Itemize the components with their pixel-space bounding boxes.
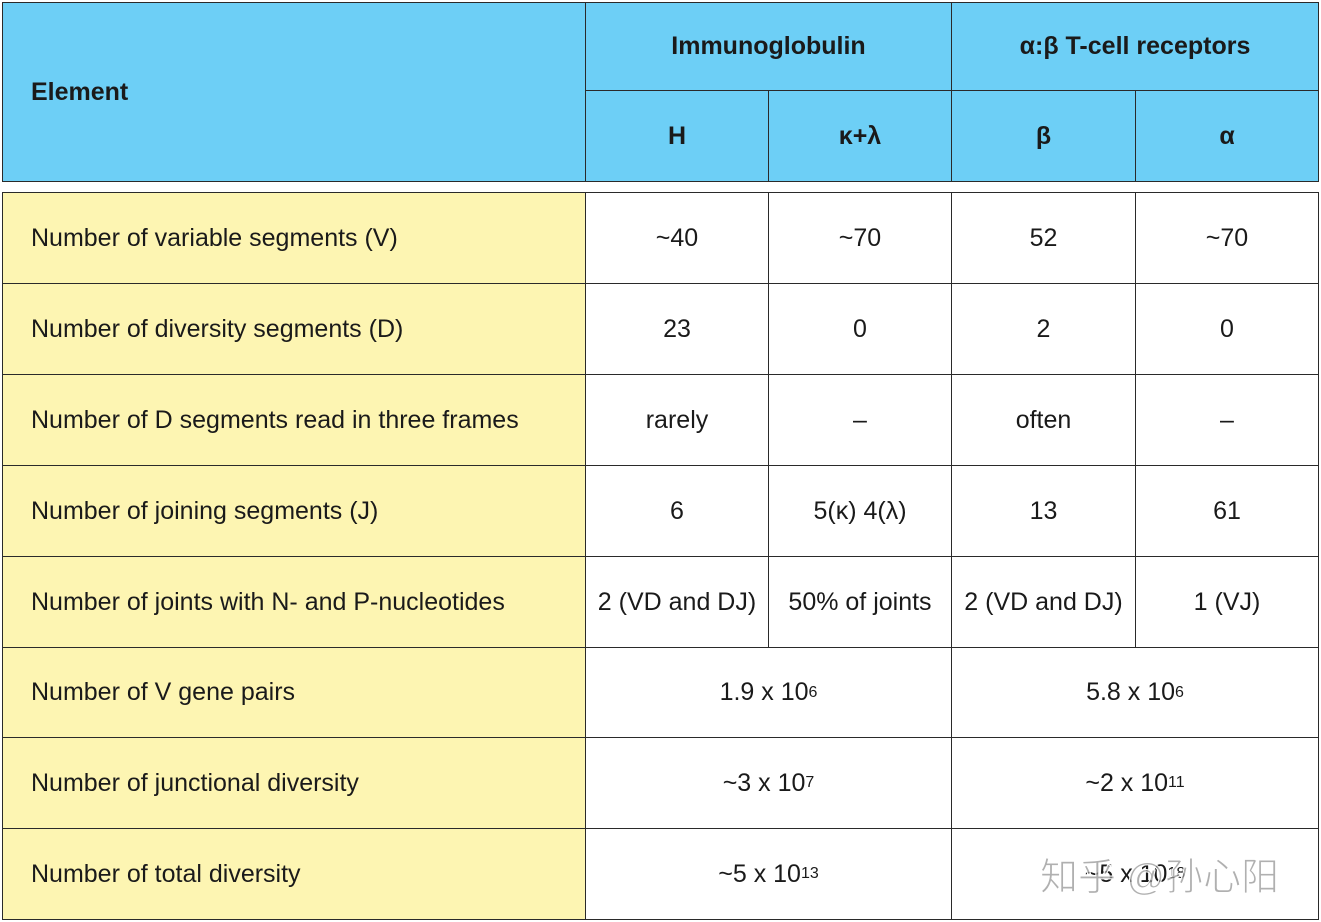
data-cell: ~40 — [585, 192, 769, 284]
data-cell: 5(κ) 4(λ) — [768, 465, 952, 557]
data-cell: 2 — [951, 283, 1136, 375]
row-label: Number of V gene pairs — [2, 647, 586, 738]
data-cell: 13 — [951, 465, 1136, 557]
header-element: Element — [2, 2, 586, 182]
cell-text: ~2 x 10 — [1085, 768, 1169, 797]
cell-text: 1.9 x 10 — [719, 678, 809, 706]
exponent: 13 — [800, 865, 819, 882]
data-cell: 1.9 x 10 6 — [585, 647, 952, 738]
row-label: Number of junctional diversity — [2, 737, 586, 829]
data-cell: 2 (VD and DJ) — [951, 556, 1136, 648]
cell-text: 5.8 x 10 — [1086, 678, 1176, 706]
header-column: κ+λ — [768, 90, 952, 182]
data-cell: 0 — [768, 283, 952, 375]
exponent: 6 — [808, 683, 818, 701]
exponent: 6 — [1175, 683, 1184, 701]
cell-text: ~5 x 10 — [1084, 859, 1168, 888]
cell-text: ~5 x 10 — [718, 859, 801, 888]
exponent: 11 — [1168, 774, 1185, 791]
data-cell: 5.8 x 10 6 — [951, 647, 1319, 738]
row-label: Number of diversity segments (D) — [2, 283, 586, 375]
data-cell: 61 — [1135, 465, 1319, 557]
data-cell: 50% of joints — [768, 556, 952, 648]
header-group: Immunoglobulin — [585, 2, 952, 91]
header-group: α:β T-cell receptors — [951, 2, 1319, 91]
row-label: Number of variable segments (V) — [2, 192, 586, 284]
watermark: 知乎 @孙心阳 — [1039, 857, 1280, 900]
data-cell: 23 — [585, 283, 769, 375]
data-cell: ~3 x 10 7 — [585, 737, 952, 829]
row-label: Number of joining segments (J) — [2, 465, 586, 557]
row-label: Number of total diversity — [2, 828, 586, 920]
data-cell: rarely — [585, 374, 769, 466]
data-cell: – — [1135, 374, 1319, 466]
data-cell: ~5 x 10 18 — [951, 828, 1319, 920]
data-cell: often — [951, 374, 1136, 466]
cell-text: ~3 x 10 — [722, 768, 806, 797]
data-cell: 2 (VD and DJ) — [585, 556, 769, 648]
data-cell: 1 (VJ) — [1135, 556, 1319, 648]
data-cell: ~5 x 10 13 — [585, 828, 952, 920]
row-label: Number of joints with N- and P-nucleotid… — [2, 556, 586, 648]
data-cell: ~70 — [768, 192, 952, 284]
row-label: Number of D segments read in three frame… — [2, 374, 586, 466]
data-cell: ~2 x 10 11 — [951, 737, 1319, 829]
exponent: 7 — [805, 774, 815, 791]
header-column: α — [1135, 90, 1319, 182]
exponent: 18 — [1167, 865, 1186, 882]
data-cell: 52 — [951, 192, 1136, 284]
data-cell: 6 — [585, 465, 769, 557]
data-cell: – — [768, 374, 952, 466]
header-column: β — [951, 90, 1136, 182]
data-cell: 0 — [1135, 283, 1319, 375]
header-column: H — [585, 90, 769, 182]
data-cell: ~70 — [1135, 192, 1319, 284]
